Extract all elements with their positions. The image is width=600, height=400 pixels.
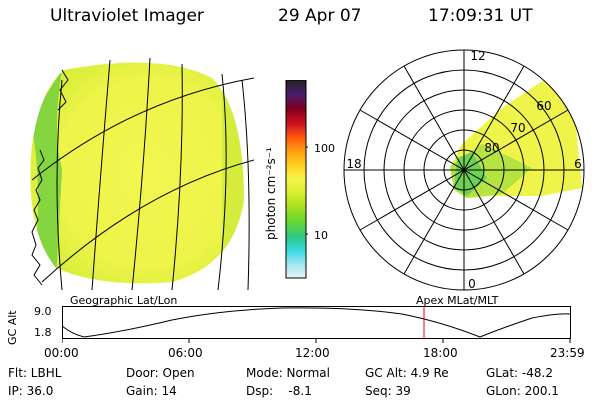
- polar-grid: [343, 49, 585, 291]
- timeline-ylabel: GC Alt: [6, 310, 19, 345]
- timeline-left-label: Geographic Lat/Lon: [70, 294, 178, 307]
- mlt-label-12: 12: [470, 49, 485, 63]
- image-time: 17:09:31 UT: [428, 6, 533, 26]
- status-flt: Flt: LBHL: [8, 366, 62, 380]
- altitude-timeline: [62, 306, 571, 343]
- status-mode: Mode: Normal: [246, 366, 330, 380]
- mlt-label-0: 0: [468, 277, 476, 291]
- xtick-0600: 06:00: [168, 346, 203, 360]
- status-seq: Seq: 39: [365, 384, 411, 398]
- geo-gridlines: [31, 57, 254, 290]
- polar-plot: 12 6 0 18 80 70 60: [343, 49, 585, 291]
- lat-label-70: 70: [510, 121, 525, 135]
- status-door: Door: Open: [126, 366, 195, 380]
- geographic-image: [30, 57, 254, 290]
- xtick-1800: 18:00: [423, 346, 458, 360]
- mlt-label-6: 6: [574, 157, 582, 171]
- image-date: 29 Apr 07: [278, 6, 362, 26]
- lat-label-80: 80: [484, 141, 499, 155]
- colorbar-tick-100: 100: [314, 142, 335, 155]
- altitude-curve: [62, 307, 571, 338]
- colorbar-tick-10: 10: [314, 229, 328, 242]
- geo-disk: [30, 62, 245, 284]
- status-glon: GLon: 200.1: [486, 384, 559, 398]
- xtick-1200: 12:00: [295, 346, 330, 360]
- status-gcalt: GC Alt: 4.9 Re: [365, 366, 449, 380]
- status-glat: GLat: -48.2: [486, 366, 553, 380]
- status-ip: IP: 36.0: [8, 384, 54, 398]
- lat-label-60: 60: [536, 99, 551, 113]
- colorbar-unit-label: photon cm⁻²s⁻¹: [264, 147, 278, 240]
- status-gain: Gain: 14: [126, 384, 177, 398]
- xtick-2359: 23:59: [550, 346, 585, 360]
- timeline-right-label: Apex MLat/MLT: [416, 294, 499, 307]
- timeline-ymax: 9.0: [34, 305, 52, 318]
- coastline: [31, 69, 69, 286]
- status-dsp: Dsp: -8.1: [246, 384, 312, 398]
- colorbar: [285, 80, 308, 279]
- mlt-label-18: 18: [346, 157, 361, 171]
- app-title: Ultraviolet Imager: [50, 6, 204, 26]
- timeline-ymin: 1.8: [34, 326, 52, 339]
- xtick-0000: 00:00: [44, 346, 79, 360]
